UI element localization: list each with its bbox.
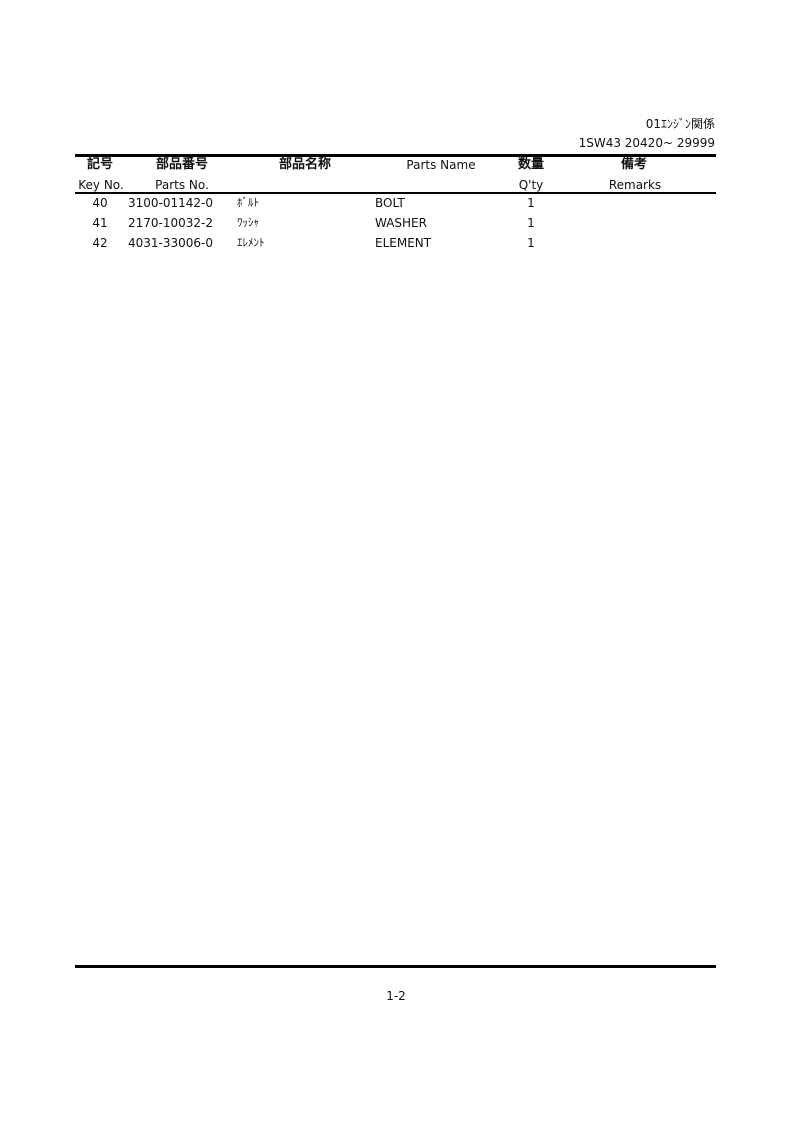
page-number: 1-2 (386, 989, 406, 1003)
col-remarks-en: Remarks (608, 178, 662, 192)
col-key-jp: 記号 (86, 157, 114, 172)
col-partno-jp: 部品番号 (155, 157, 209, 172)
model-range: 1SW43 20420~ 29999 (578, 136, 715, 150)
name-jp-cell: ﾎﾞﾙﾄ (237, 196, 259, 209)
qty-cell: 1 (527, 196, 535, 210)
name-en-cell: WASHER (375, 216, 427, 230)
table-top-rule (75, 154, 716, 157)
footer-rule (75, 965, 716, 968)
name-en-cell: BOLT (375, 196, 405, 210)
part-no-cell: 3100-01142-0 (128, 196, 214, 210)
part-no-cell: 4031-33006-0 (128, 236, 214, 250)
section-title: 01ｴﾝｼﾞﾝ関係 (645, 117, 715, 131)
name-en-cell: ELEMENT (375, 236, 432, 250)
col-name-jp: 部品名称 (278, 157, 332, 172)
part-no-cell: 2170-10032-2 (128, 216, 214, 230)
col-name-en: Parts Name (406, 158, 476, 172)
header-rule (75, 192, 716, 194)
col-qty-jp: 数量 (517, 157, 545, 172)
key-cell: 40 (92, 196, 108, 210)
qty-cell: 1 (527, 236, 535, 250)
name-jp-cell: ｴﾚﾒﾝﾄ (237, 236, 265, 249)
qty-cell: 1 (527, 216, 535, 230)
key-cell: 41 (92, 216, 108, 230)
col-partno-en: Parts No. (155, 178, 209, 192)
name-jp-cell: ﾜｯｼｬ (237, 216, 259, 229)
col-qty-en: Q'ty (518, 178, 544, 192)
col-remarks-jp: 備考 (620, 157, 648, 172)
key-cell: 42 (92, 236, 108, 250)
col-key-en: Key No. (78, 178, 124, 192)
